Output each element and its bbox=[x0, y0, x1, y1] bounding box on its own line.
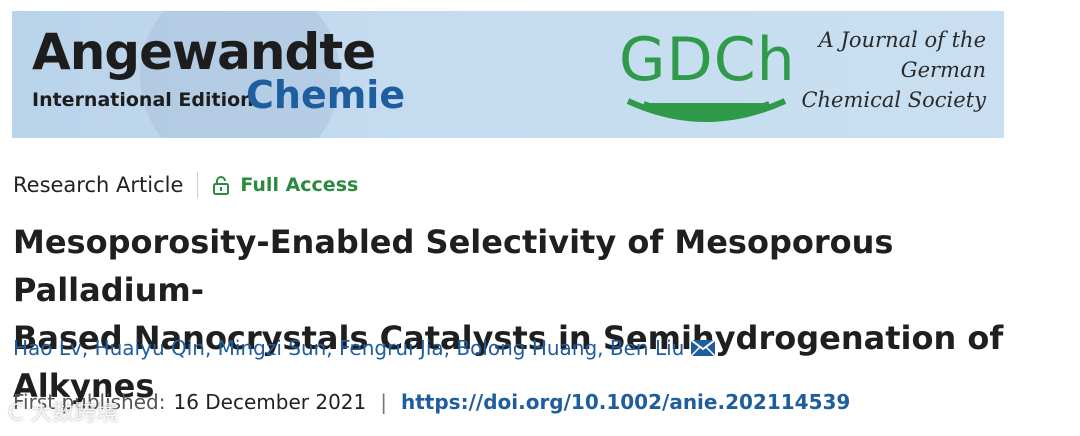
author-list: Hao Lv, Huaiyu Qin, Mingzi Sun, Fengrui … bbox=[13, 336, 716, 360]
article-meta-row: Research Article Full Access bbox=[13, 170, 358, 200]
published-label: First published: bbox=[13, 390, 166, 414]
society-tagline-line3: Chemical Society bbox=[801, 88, 986, 112]
author-names[interactable]: Hao Lv, Huaiyu Qin, Mingzi Sun, Fengrui … bbox=[13, 336, 685, 360]
journal-banner: Angewandte International Edition Chemie … bbox=[12, 11, 1004, 138]
banner-circle-decoration bbox=[140, 11, 340, 138]
society-tagline: A Journal of the German Chemical Society bbox=[786, 25, 986, 115]
article-type: Research Article bbox=[13, 173, 184, 197]
meta-divider bbox=[197, 172, 199, 198]
gdch-logo: GDCh bbox=[619, 25, 796, 95]
article-title: Mesoporosity-Enabled Selectivity of Meso… bbox=[13, 218, 1080, 410]
mail-icon[interactable] bbox=[690, 339, 716, 357]
journal-edition: International Edition bbox=[32, 89, 254, 111]
lock-open-icon bbox=[213, 176, 230, 195]
article-title-line1: Mesoporosity-Enabled Selectivity of Meso… bbox=[13, 223, 894, 309]
society-tagline-line2: German bbox=[900, 58, 986, 82]
pub-separator: | bbox=[380, 390, 387, 414]
doi-link[interactable]: https://doi.org/10.1002/anie.202114539 bbox=[401, 390, 851, 414]
publication-row: First published: 16 December 2021 | http… bbox=[13, 390, 850, 414]
society-tagline-line1: A Journal of the bbox=[818, 28, 986, 52]
journal-name-chemie: Chemie bbox=[246, 73, 406, 117]
article-title-line2: Based Nanocrystals Catalysts in Semihydr… bbox=[13, 319, 1004, 405]
journal-name-angewandte: Angewandte bbox=[32, 23, 376, 81]
full-access-label[interactable]: Full Access bbox=[240, 174, 359, 196]
gdch-logo-arc-icon bbox=[626, 98, 787, 122]
watermark: C 大数跨境 bbox=[8, 401, 119, 426]
published-date: 16 December 2021 bbox=[173, 390, 367, 414]
